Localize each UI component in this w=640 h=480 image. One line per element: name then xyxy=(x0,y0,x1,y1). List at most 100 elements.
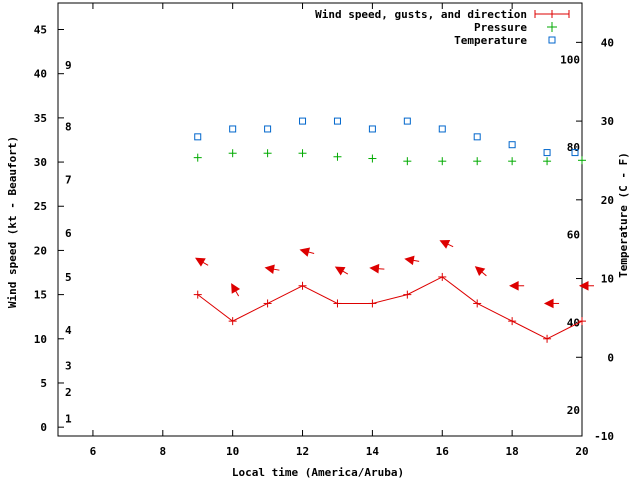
plot-frame xyxy=(57,2,583,437)
wind-direction-arrow xyxy=(334,266,349,276)
wind-direction-arrow xyxy=(231,283,241,297)
y-tick-label: 10 xyxy=(34,333,47,346)
x-tick-label: 20 xyxy=(575,445,588,458)
x-tick-label: 14 xyxy=(366,445,380,458)
wind-speed-point xyxy=(333,299,342,308)
arrow-head xyxy=(543,298,554,309)
wind-speed-point xyxy=(543,334,552,343)
pressure-point xyxy=(263,149,272,158)
beaufort-label: 1 xyxy=(65,412,72,425)
x-tick-label: 16 xyxy=(436,445,450,458)
arrow-head xyxy=(439,239,451,249)
legend-marker-wind xyxy=(534,10,570,18)
temperature-point xyxy=(571,149,579,157)
y2-tick-label: 20 xyxy=(601,194,614,207)
legend-label-pressure: Pressure xyxy=(474,21,527,34)
beaufort-label: 2 xyxy=(65,386,72,399)
y2-tick-label: -10 xyxy=(594,430,614,443)
wind-speed-point xyxy=(403,290,412,299)
pressure-point xyxy=(193,153,202,162)
wind-direction-arrow xyxy=(509,280,525,291)
arrow-head xyxy=(231,283,241,294)
beaufort-scale: 1 2 3 4 5 6 7 8 9 xyxy=(65,59,72,425)
fahrenheit-label: 40 xyxy=(567,317,580,330)
y-tick-label: 40 xyxy=(34,68,47,81)
wind-direction-arrow xyxy=(543,298,560,309)
arrow-head xyxy=(264,264,275,274)
pressure-point xyxy=(403,157,412,166)
wind-direction-arrow xyxy=(474,266,487,277)
beaufort-label: 9 xyxy=(65,59,72,72)
beaufort-label: 4 xyxy=(65,324,72,337)
y-tick-label: 25 xyxy=(34,200,47,213)
fahrenheit-label: 80 xyxy=(567,141,580,154)
pressure-point xyxy=(578,156,586,165)
y2-axis: -10 0 10 20 30 40 xyxy=(576,36,614,443)
series-layer xyxy=(193,117,594,343)
wind-speed-point xyxy=(508,317,517,326)
arrow-head xyxy=(578,280,589,291)
legend-label-temperature: Temperature xyxy=(454,34,527,47)
pressure-point xyxy=(368,154,377,163)
pressure-point xyxy=(473,157,482,166)
wind-direction-arrow xyxy=(404,255,420,266)
y-tick-label: 15 xyxy=(34,289,47,302)
legend-marker-pressure xyxy=(547,22,557,32)
y2-tick-label: 30 xyxy=(601,115,614,128)
wind-direction-arrow xyxy=(195,257,209,267)
legend-label-wind: Wind speed, gusts, and direction xyxy=(315,8,527,21)
pressure-point xyxy=(543,157,552,166)
pressure-point xyxy=(333,152,342,161)
x-tick-label: 12 xyxy=(296,445,309,458)
fahrenheit-label: 100 xyxy=(560,54,580,67)
y-tick-label: 5 xyxy=(40,377,47,390)
y-tick-label: 0 xyxy=(40,421,47,434)
wind-speed-point xyxy=(228,317,237,326)
temperature-point xyxy=(508,141,516,149)
beaufort-label: 5 xyxy=(65,271,72,284)
y2-axis-label: Temperature (C - F) xyxy=(617,152,630,278)
temperature-point xyxy=(333,117,341,125)
arrow-head xyxy=(509,280,519,291)
beaufort-label: 6 xyxy=(65,227,72,240)
wind-speed-point xyxy=(263,299,272,308)
x-axis-label: Local time (America/Aruba) xyxy=(232,466,404,479)
fahrenheit-label: 20 xyxy=(567,404,580,417)
wind-speed-point xyxy=(438,272,447,281)
wind-direction-arrow xyxy=(578,280,594,291)
y-tick-label: 20 xyxy=(34,244,47,257)
temperature-point xyxy=(403,117,411,125)
wind-direction-arrow xyxy=(264,264,280,274)
pressure-point xyxy=(438,157,447,166)
arrow-head xyxy=(299,247,311,257)
x-tick-label: 8 xyxy=(159,445,166,458)
temperature-point xyxy=(368,125,376,133)
y-axis: 0 5 10 15 20 25 30 35 40 45 xyxy=(34,24,64,434)
wind-direction-arrow xyxy=(369,263,385,274)
pressure-point xyxy=(298,149,307,158)
wind-speed-point xyxy=(473,299,482,308)
temperature-point xyxy=(194,133,202,141)
pressure-point xyxy=(508,157,517,166)
temperature-point xyxy=(438,125,446,133)
x-tick-label: 6 xyxy=(90,445,97,458)
temperature-point xyxy=(473,133,481,141)
beaufort-label: 7 xyxy=(65,174,72,187)
arrow-head xyxy=(195,257,206,267)
arrow-head xyxy=(404,255,415,266)
wind-speed-point xyxy=(193,290,202,299)
pressure-point xyxy=(228,149,237,158)
wind-speed-point xyxy=(368,299,377,308)
temperature-point xyxy=(543,149,551,157)
y-tick-label: 45 xyxy=(34,24,47,37)
wind-direction-arrow xyxy=(439,239,454,249)
x-axis: 6 8 10 12 14 16 18 20 xyxy=(90,3,589,458)
legend-marker-temperature xyxy=(548,36,556,44)
temperature-point xyxy=(299,117,307,125)
legend: Wind speed, gusts, and direction Pressur… xyxy=(315,8,570,47)
y-tick-label: 35 xyxy=(34,112,47,125)
y-axis-label: Wind speed (kt - Beaufort) xyxy=(6,136,19,308)
y2-tick-label: 40 xyxy=(601,36,614,49)
wind-speed-point xyxy=(578,317,586,326)
